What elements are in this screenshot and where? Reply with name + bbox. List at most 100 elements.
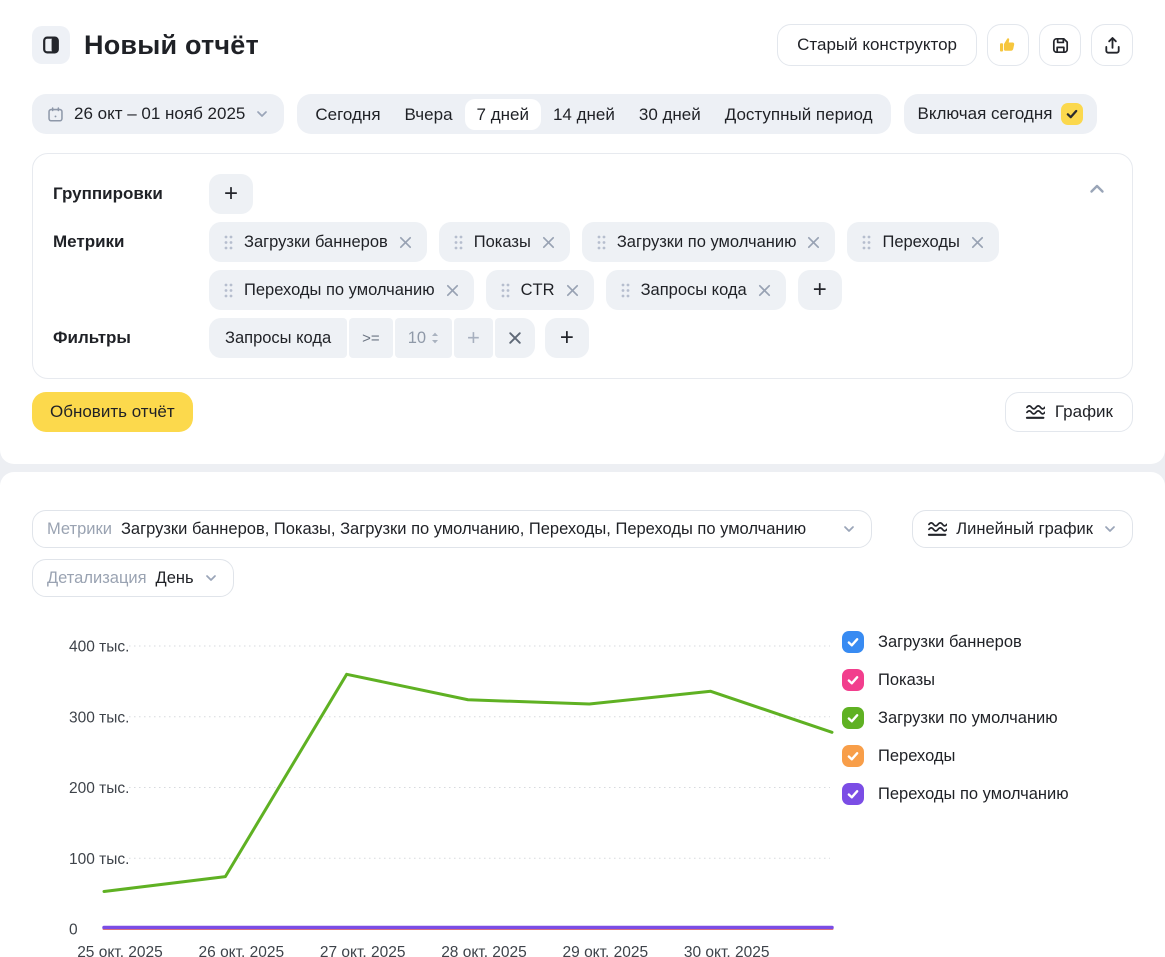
legend-label: Загрузки баннеров (878, 633, 1022, 652)
series-checkbox[interactable] (842, 669, 864, 691)
collapse-panel-button[interactable] (1082, 174, 1112, 207)
drag-handle-icon[interactable] (224, 235, 233, 250)
filters-label: Фильтры (53, 318, 209, 348)
metric-chip[interactable]: Запросы кода (606, 270, 786, 310)
legend-item[interactable]: Переходы по умолчанию (842, 783, 1069, 805)
thumbs-up-button[interactable] (987, 24, 1029, 66)
share-button[interactable] (1091, 24, 1133, 66)
header: Новый отчёт Старый конструктор (32, 24, 1133, 66)
chart-view-button[interactable]: График (1005, 392, 1133, 432)
chart-card: Метрики Загрузки баннеров, Показы, Загру… (0, 472, 1165, 957)
remove-metric-icon[interactable] (542, 236, 555, 249)
x-tick-label: 26 окт. 2025 (199, 944, 285, 957)
remove-metric-icon[interactable] (446, 284, 459, 297)
calendar-icon (46, 105, 65, 124)
metric-chip-label: Загрузки баннеров (244, 233, 388, 252)
y-tick-label: 400 тыс. (69, 639, 129, 656)
drag-handle-icon[interactable] (621, 283, 630, 298)
line-chart-icon (927, 520, 947, 538)
x-tick-label: 27 окт. 2025 (320, 944, 406, 957)
period-option[interactable]: 14 дней (541, 99, 627, 130)
chevron-down-icon (254, 106, 270, 122)
remove-metric-icon[interactable] (807, 236, 820, 249)
period-option[interactable]: Вчера (393, 99, 465, 130)
filters-row: Фильтры Запросы кода >= 10 + + (53, 318, 1112, 358)
metric-chips: Загрузки баннеров Показы Загрузки по умолч… (209, 222, 1099, 310)
series-checkbox[interactable] (842, 745, 864, 767)
metric-chip-label: CTR (521, 281, 555, 300)
y-tick-label: 100 тыс. (69, 851, 129, 868)
metric-chip[interactable]: CTR (486, 270, 594, 310)
number-stepper-icon[interactable] (431, 331, 439, 345)
drag-handle-icon[interactable] (862, 235, 871, 250)
save-button[interactable] (1039, 24, 1081, 66)
metric-chip[interactable]: Переходы (847, 222, 998, 262)
remove-metric-icon[interactable] (399, 236, 412, 249)
x-tick-label: 30 окт. 2025 (684, 944, 770, 957)
metric-chip[interactable]: Показы (439, 222, 570, 262)
check-icon (846, 749, 860, 763)
old-constructor-button[interactable]: Старый конструктор (777, 24, 977, 66)
check-icon (1065, 107, 1079, 121)
remove-metric-icon[interactable] (566, 284, 579, 297)
metric-chip-label: Загрузки по умолчанию (617, 233, 797, 252)
legend-label: Показы (878, 671, 935, 690)
line-chart: 0100 тыс.200 тыс.300 тыс.400 тыс.25 окт.… (32, 623, 842, 957)
detalization-label: Детализация (47, 569, 147, 588)
chart-area: 0100 тыс.200 тыс.300 тыс.400 тыс.25 окт.… (32, 623, 1133, 957)
filter-operator[interactable]: >= (349, 318, 393, 358)
metric-chip[interactable]: Загрузки по умолчанию (582, 222, 836, 262)
add-metric-button[interactable]: + (798, 270, 842, 310)
period-option[interactable]: 7 дней (465, 99, 541, 130)
series-checkbox[interactable] (842, 631, 864, 653)
metric-chip[interactable]: Загрузки баннеров (209, 222, 427, 262)
chart-legend: Загрузки баннеров Показы Загрузки по умолч… (842, 623, 1069, 957)
remove-metric-icon[interactable] (758, 284, 771, 297)
series-checkbox[interactable] (842, 783, 864, 805)
metric-chip[interactable]: Переходы по умолчанию (209, 270, 474, 310)
add-filter-condition-icon[interactable]: + (454, 318, 493, 358)
report-panel-icon (32, 26, 70, 64)
groupings-label: Группировки (53, 174, 209, 204)
filter-field[interactable]: Запросы кода (209, 318, 347, 358)
date-range-value: 26 окт – 01 нояб 2025 (74, 104, 245, 124)
date-range-picker[interactable]: 26 окт – 01 нояб 2025 (32, 94, 284, 134)
save-icon (1050, 35, 1071, 56)
builder-panel: Группировки + Метрики Загрузки баннеровП… (32, 153, 1133, 379)
detalization-select[interactable]: Детализация День (32, 559, 234, 597)
drag-handle-icon[interactable] (597, 235, 606, 250)
add-filter-button[interactable]: + (545, 318, 589, 358)
filter-value: 10 (408, 329, 426, 348)
metric-chip-label: Переходы по умолчанию (244, 281, 435, 300)
metrics-row: Метрики Загрузки баннеровПоказыЗагрузки … (53, 222, 1112, 310)
x-tick-label: 28 окт. 2025 (441, 944, 527, 957)
update-report-button[interactable]: Обновить отчёт (32, 392, 193, 432)
chart-type-select[interactable]: Линейный график (912, 510, 1133, 548)
period-option[interactable]: Доступный период (713, 99, 885, 130)
drag-handle-icon[interactable] (224, 283, 233, 298)
x-tick-label: 29 окт. 2025 (563, 944, 649, 957)
chevron-up-icon (1086, 178, 1108, 200)
legend-item[interactable]: Загрузки баннеров (842, 631, 1069, 653)
filter-condition: Запросы кода >= 10 + (209, 318, 535, 358)
add-grouping-button[interactable]: + (209, 174, 253, 214)
include-today-toggle[interactable]: Включая сегодня (904, 94, 1098, 134)
filter-value-input[interactable]: 10 (395, 318, 452, 358)
chart-controls: Метрики Загрузки баннеров, Показы, Загру… (32, 510, 1133, 548)
remove-metric-icon[interactable] (971, 236, 984, 249)
period-option[interactable]: 30 дней (627, 99, 713, 130)
legend-item[interactable]: Переходы (842, 745, 1069, 767)
y-tick-label: 200 тыс. (69, 780, 129, 797)
period-option[interactable]: Сегодня (303, 99, 392, 130)
drag-handle-icon[interactable] (454, 235, 463, 250)
include-today-checkbox[interactable] (1061, 103, 1083, 125)
remove-filter-button[interactable] (495, 318, 535, 358)
series-checkbox[interactable] (842, 707, 864, 729)
metrics-select[interactable]: Метрики Загрузки баннеров, Показы, Загру… (32, 510, 872, 548)
legend-item[interactable]: Загрузки по умолчанию (842, 707, 1069, 729)
drag-handle-icon[interactable] (501, 283, 510, 298)
period-group: СегодняВчера7 дней14 дней30 днейДоступны… (297, 94, 890, 134)
legend-label: Переходы (878, 747, 955, 766)
chart-view-label: График (1055, 402, 1113, 422)
legend-item[interactable]: Показы (842, 669, 1069, 691)
